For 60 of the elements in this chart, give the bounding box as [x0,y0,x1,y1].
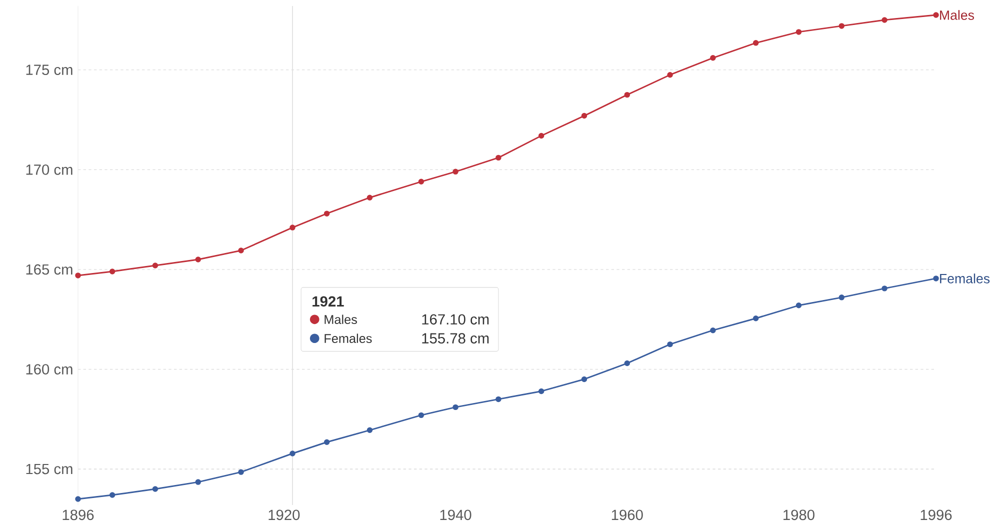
x-tick-label: 1940 [440,510,472,520]
series-label: Females [940,274,990,284]
point [838,23,844,29]
point [238,248,244,254]
series-label: Males [940,10,974,20]
point [752,316,759,322]
point [195,256,201,262]
point [796,302,802,308]
point [366,427,373,434]
point [624,92,630,98]
point [290,224,296,230]
point [538,132,544,139]
point [75,496,81,502]
point [452,404,458,410]
point [667,72,673,78]
point [882,17,888,23]
x-tick-label: 1980 [784,510,814,520]
point [452,168,458,175]
point [581,376,588,382]
x-tick-label: 1920 [268,510,300,520]
x-tick-label: 1996 [920,510,952,520]
point [496,396,502,402]
point [752,40,759,46]
y-tick-label: 165 cm [26,264,72,275]
point [152,486,158,492]
x-tick-label: 1896 [62,510,94,520]
point [324,210,330,216]
annotation: 155.78 cm [422,333,489,344]
point [796,29,802,35]
point [496,154,502,161]
point [109,268,116,274]
point [75,272,81,278]
y-tick-label: 170 cm [26,164,72,175]
point [933,276,939,282]
point [109,492,116,498]
annotation: Males [324,314,357,324]
point [538,388,544,394]
point [581,112,588,119]
point [933,12,939,18]
point [418,412,424,418]
point [152,262,158,268]
point [624,360,630,366]
x-tick-label: 1960 [612,510,643,520]
point [710,327,716,334]
point [366,194,373,200]
annotation: Females [324,334,372,343]
point [838,294,844,300]
y-tick-label: 175 cm [26,64,72,75]
point [882,286,888,292]
annotation: 1921 [312,296,344,307]
annotation: 167.10 cm [422,314,489,325]
point [238,469,244,475]
point [290,450,296,456]
y-tick-label: 160 cm [26,364,72,374]
point [667,341,673,348]
point [418,178,424,185]
point [195,479,201,485]
point [710,55,716,61]
point [324,439,330,445]
y-tick-label: 155 cm [26,464,72,474]
